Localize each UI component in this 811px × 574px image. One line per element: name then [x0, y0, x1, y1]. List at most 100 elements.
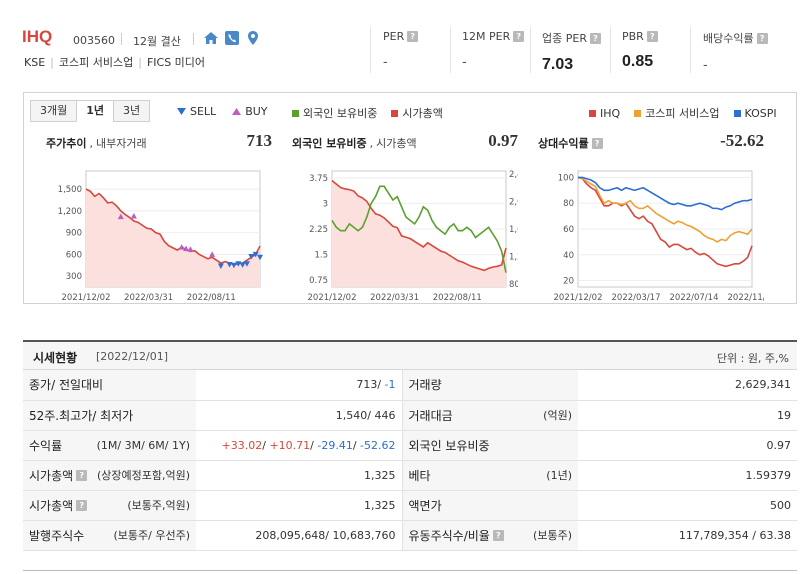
table-row: 시가총액? (보통주,억원) 1,325 액면가 500	[23, 490, 797, 521]
label-text: 발행주식수	[29, 528, 85, 543]
divider	[610, 27, 611, 73]
buy-marker	[187, 246, 194, 252]
divider	[193, 33, 194, 45]
row-label: 유동주식수/비율? (보통주)	[401, 520, 578, 551]
row-value: 1.59379	[578, 460, 797, 491]
legend-swatch	[292, 109, 299, 117]
label-text: 거래량	[408, 378, 442, 393]
tab-1y[interactable]: 1년	[76, 100, 115, 122]
label-text: 시가총액	[29, 468, 74, 483]
help-icon[interactable]: ?	[756, 32, 768, 44]
marker-legend: SELL BUY	[177, 105, 268, 118]
chart-title: 상대수익률	[538, 137, 589, 150]
header-icons	[203, 30, 261, 46]
help-icon[interactable]: ?	[492, 529, 504, 541]
foreign-chart-svg: 3.75 3 2.25 1.5 0.75 2,400 2,000 1,600 1,200 800 2…	[308, 170, 519, 303]
period-tabs: 3개월 1년 3년	[30, 100, 151, 122]
section-date: [2022/12/01]	[96, 350, 168, 363]
x-tick-label: 2022/03/31	[370, 293, 419, 303]
chart-title: 외국인 보유비중	[292, 137, 367, 150]
y-tick-label: 1,500	[58, 185, 82, 195]
marketcap-area	[332, 180, 506, 287]
mid-legend: 외국인 보유비중 시가총액	[292, 105, 443, 121]
fics-name: FICS 미디어	[146, 56, 206, 69]
sell-marker	[230, 262, 237, 269]
tab-3m[interactable]: 3개월	[30, 100, 78, 122]
label-note: (보통주/ 우선주)	[113, 529, 190, 542]
return-6m: -29.41	[317, 438, 353, 452]
help-icon[interactable]: ?	[513, 31, 525, 42]
table-row: 수익률 (1M/ 3M/ 6M/ 1Y) +33.02/ +10.71/ -29.…	[23, 430, 797, 461]
bottom-divider	[23, 570, 797, 571]
row-label: 종가/ 전일대비	[23, 370, 196, 401]
y-tick-label: 40	[563, 251, 574, 261]
label-text: 외국인 보유비중	[408, 438, 490, 453]
sell-marker	[252, 251, 259, 258]
legend-swatch	[391, 109, 399, 117]
row-label: 액면가	[401, 490, 578, 521]
location-icon[interactable]	[245, 30, 261, 46]
market-line: KSE | 코스피 서비스업 | FICS 미디어	[24, 56, 206, 69]
unit-note: 단위 : 원, 주,%	[716, 352, 789, 365]
table-row: 발행주식수 (보통주/ 우선주) 208,095,648/ 10,683,760 …	[23, 520, 797, 551]
row-label: 베타 (1년)	[401, 460, 578, 491]
row-label: 거래량	[401, 370, 578, 401]
help-icon[interactable]: ?	[646, 31, 658, 42]
market-status-table: 종가/ 전일대비 713/ -1 거래량 2,629,341 52주.최고가/ …	[23, 370, 797, 551]
price-chart: 주가추이, 내부자거래 713 1,500 1,200 900 600 300 2021/1…	[46, 131, 272, 303]
x-tick-label: 2022/03/31	[124, 293, 173, 303]
price-chart-svg: 1,500 1,200 900 600 300 2021/12/02 2022/03/31 2…	[58, 170, 263, 303]
sector-name: 코스피 서비스업	[58, 56, 134, 69]
label-text: 52주.최고가/ 최저가	[29, 408, 134, 423]
table-row: 시가총액? (상장예정포함,억원) 1,325 베타 (1년) 1.59379	[23, 460, 797, 491]
y-tick-label-right: 800	[509, 280, 518, 290]
sell-marker	[235, 261, 242, 267]
phone-icon[interactable]	[224, 30, 240, 46]
x-tick-label: 2021/12/02	[554, 293, 603, 303]
row-label: 외국인 보유비중	[401, 430, 578, 461]
row-value: 1,540/ 446	[196, 400, 402, 431]
help-icon[interactable]: ?	[407, 31, 419, 42]
row-value: 0.97	[578, 430, 797, 461]
help-icon[interactable]: ?	[76, 499, 88, 511]
legend-ihq: IHQ	[600, 106, 621, 120]
sell-label: SELL	[190, 105, 217, 118]
tab-3y[interactable]: 3년	[113, 100, 151, 122]
label-text: 종가/ 전일대비	[29, 378, 104, 393]
x-tick-label: 2022/03/17	[612, 293, 661, 303]
help-icon[interactable]: ?	[591, 137, 603, 149]
legend-sector: 코스피 서비스업	[645, 107, 720, 120]
chart-current-value: 0.97	[488, 131, 518, 150]
help-icon[interactable]: ?	[76, 469, 88, 481]
metric-value: -	[383, 55, 388, 70]
divider	[121, 33, 122, 45]
chart-subtitle: 시가총액	[376, 137, 417, 150]
help-icon[interactable]: ?	[589, 32, 601, 44]
row-label: 52주.최고가/ 최저가	[23, 400, 196, 431]
row-value: 208,095,648/ 10,683,760	[196, 520, 402, 551]
return-1y: -52.62	[360, 438, 396, 452]
y-tick-label: 300	[66, 272, 82, 282]
label-note: (보통주,억원)	[127, 499, 190, 512]
return-1m: +33.02	[221, 438, 263, 452]
right-legend: IHQ 코스피 서비스업 KOSPI	[589, 105, 777, 121]
section-title: 시세현황	[33, 351, 78, 365]
metric-label: 업종 PER	[542, 32, 587, 45]
metric-dividend-yield: 배당수익률? -	[703, 30, 768, 73]
y-tick-label: 600	[66, 250, 82, 260]
metric-label: 12M PER	[462, 30, 511, 43]
chart-current-value: -52.62	[720, 131, 764, 150]
label-text: 액면가	[408, 498, 442, 513]
home-icon[interactable]	[203, 30, 219, 46]
market-name: KSE	[24, 56, 46, 69]
table-row: 종가/ 전일대비 713/ -1 거래량 2,629,341	[23, 370, 797, 401]
table-row: 52주.최고가/ 최저가 1,540/ 446 거래대금 (억원) 19	[23, 400, 797, 431]
metric-12m-per: 12M PER? -	[462, 30, 525, 70]
y-tick-label: 100	[558, 173, 574, 183]
y-tick-label-right: 2,400	[509, 170, 518, 180]
label-text: 유동주식수/비율	[408, 528, 490, 543]
sell-marker	[217, 263, 224, 269]
y-tick-label: 3.75	[309, 174, 328, 184]
buy-marker	[130, 212, 137, 219]
buy-marker-icon	[232, 108, 242, 115]
